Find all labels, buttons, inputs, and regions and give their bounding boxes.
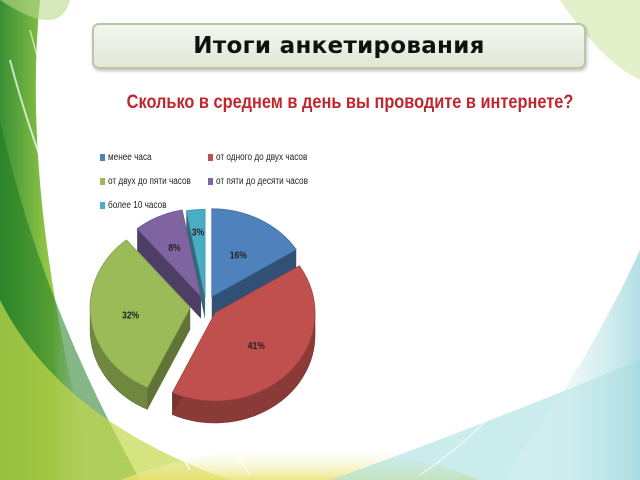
legend-item: менее часа: [100, 152, 161, 163]
legend-swatch: [208, 154, 213, 161]
legend-swatch: [100, 202, 105, 209]
pie-data-label: 41%: [248, 340, 265, 351]
chart-legend: менее часа от одного до двух часов от двух…: [100, 150, 340, 216]
legend-label: менее часа: [108, 152, 152, 163]
pie-slice: [89, 239, 191, 388]
pie-slice-face: [147, 307, 191, 410]
legend-label: от двух до пяти часов: [108, 176, 191, 187]
pie-data-label: 3%: [192, 227, 204, 238]
pie-slice: [185, 208, 206, 298]
chart-title: Сколько в среднем в день вы проводите в …: [126, 92, 574, 113]
legend-label: от одного до двух часов: [216, 152, 308, 163]
pie-slice: [211, 208, 297, 298]
legend-label: от пяти до десяти часов: [216, 176, 308, 187]
pie-slice-face: [211, 249, 297, 319]
pie-slice-face: [137, 228, 201, 319]
legend-item: от пяти до десяти часов: [208, 176, 328, 187]
slide-title: Итоги анкетирования: [193, 33, 485, 59]
pie-slice: [171, 265, 316, 402]
pie-slice: [136, 209, 202, 298]
pie-label-layer: 16% 41% 32% 8% 3%: [122, 227, 265, 351]
legend-swatch: [100, 154, 105, 161]
legend-item: от одного до двух часов: [208, 152, 327, 163]
legend-swatch: [100, 178, 105, 185]
pie-top-layer: [89, 208, 316, 402]
legend-swatch: [208, 178, 213, 185]
pie-data-label: 16%: [230, 250, 247, 261]
legend-item: от двух до пяти часов: [100, 176, 209, 187]
legend-item: более 10 часов: [100, 200, 179, 211]
legend-label: более 10 часов: [108, 200, 167, 211]
slide-title-box: Итоги анкетирования: [92, 23, 586, 69]
pie-data-label: 32%: [122, 310, 139, 321]
pie-slice-face: [186, 210, 206, 320]
pie-data-label: 8%: [168, 242, 180, 253]
